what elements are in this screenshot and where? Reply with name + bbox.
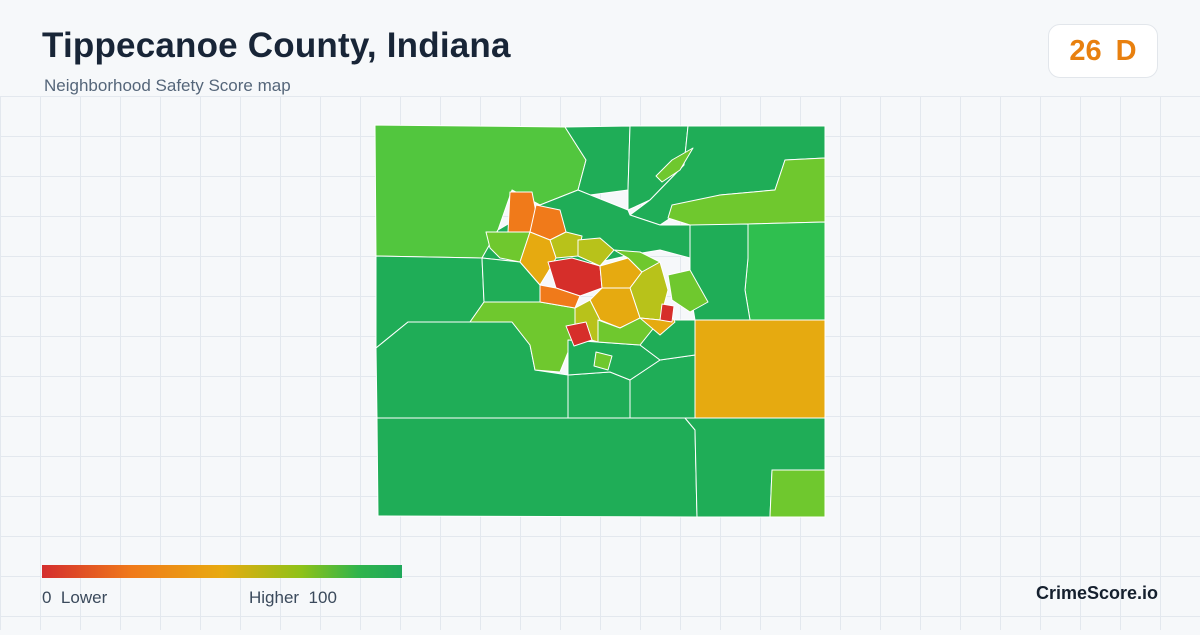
legend-low-value: 0 <box>42 588 52 607</box>
page-title: Tippecanoe County, Indiana <box>42 26 511 65</box>
score-value: 26 <box>1069 34 1102 67</box>
region-east <box>744 221 826 321</box>
score-badge: 26 D <box>1048 24 1158 78</box>
page-subtitle: Neighborhood Safety Score map <box>44 76 291 95</box>
region-south-small <box>593 351 613 371</box>
legend-high-value: 100 <box>308 588 337 607</box>
score-grade: D <box>1115 34 1137 67</box>
region-south-east-corner <box>769 469 826 518</box>
legend-low-label: 0 Lower <box>42 588 107 608</box>
legend-gradient-bar <box>42 565 402 578</box>
region-south-center-a <box>567 371 631 419</box>
region-south-wide <box>376 417 698 518</box>
region-nw-city-3 <box>549 231 583 259</box>
legend-low-text: Lower <box>60 588 108 607</box>
region-southeast <box>694 319 826 419</box>
region-southwest-city-pocket <box>565 321 593 347</box>
region-nw-city-4 <box>485 231 531 263</box>
legend-high-text: Higher <box>249 588 300 607</box>
legend-high-label: Higher 100 <box>249 588 337 608</box>
region-east-city-pocket <box>659 303 675 323</box>
region-east-city-1 <box>577 237 615 267</box>
header-divider <box>0 96 1200 97</box>
region-river-band-north <box>655 147 694 183</box>
region-downtown-2 <box>539 284 581 309</box>
region-east-finger <box>667 269 709 313</box>
brand-logo-text[interactable]: CrimeScore.io <box>1036 583 1159 603</box>
